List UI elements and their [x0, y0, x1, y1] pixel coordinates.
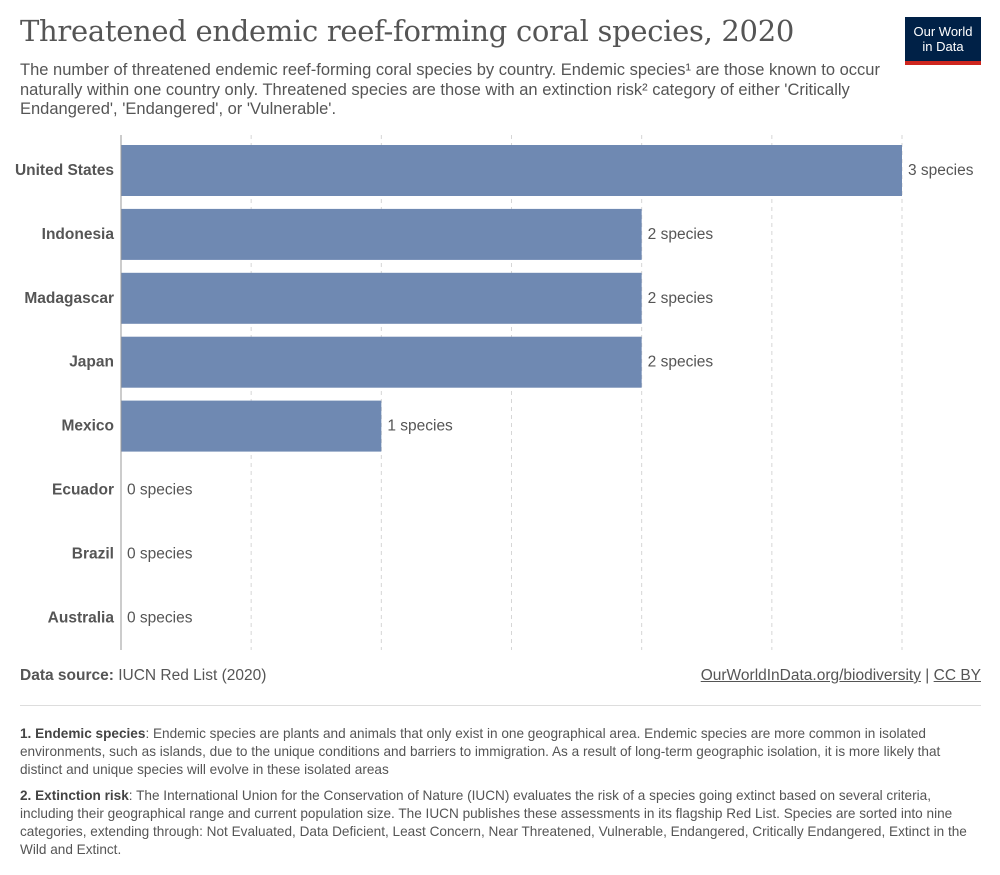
footnote-text: : The International Union for the Conser…	[20, 788, 967, 857]
value-label: 3 species	[908, 162, 974, 179]
owid-logo[interactable]: Our World in Data	[905, 17, 981, 65]
bar[interactable]	[121, 400, 382, 452]
chart-title: Threatened endemic reef-forming coral sp…	[20, 14, 795, 48]
bars	[121, 145, 902, 452]
bar[interactable]	[121, 208, 642, 260]
value-label: 0 species	[127, 609, 193, 626]
value-label: 0 species	[127, 482, 193, 499]
gridlines	[250, 135, 903, 650]
footnote-heading: 2. Extinction risk	[20, 788, 129, 803]
source-label: Data source:	[20, 667, 114, 684]
value-label: 0 species	[127, 545, 193, 562]
value-label: 2 species	[648, 226, 714, 243]
link-separator: |	[925, 667, 930, 684]
value-label: 1 species	[387, 418, 453, 435]
value-labels: 3 species 2 species 2 species 2 species 1 sp…	[127, 162, 974, 626]
category-label: Mexico	[61, 418, 114, 435]
category-label: United States	[15, 162, 114, 179]
footnote-endemic-species: 1. Endemic species: Endemic species are …	[20, 725, 975, 779]
logo-line-1: Our World	[913, 24, 973, 39]
license-link[interactable]: CC BY	[933, 667, 981, 684]
category-label: Indonesia	[42, 226, 115, 243]
footer-links: OurWorldInData.org/biodiversity | CC BY	[701, 667, 981, 685]
category-label: Madagascar	[24, 290, 114, 307]
category-label: Australia	[48, 609, 115, 626]
value-label: 2 species	[648, 290, 714, 307]
category-label: Brazil	[72, 545, 114, 562]
bar[interactable]	[121, 272, 642, 324]
footnote-text: : Endemic species are plants and animals…	[20, 726, 941, 777]
chart-subtitle: The number of threatened endemic reef-fo…	[20, 61, 880, 118]
source-text: IUCN Red List (2020)	[118, 667, 267, 684]
footnote-heading: 1. Endemic species	[20, 726, 146, 741]
biodiversity-link[interactable]: OurWorldInData.org/biodiversity	[700, 667, 921, 684]
category-labels: United States Indonesia Madagascar Japan Mex…	[15, 162, 114, 626]
category-label: Ecuador	[52, 482, 114, 499]
footnote-extinction-risk: 2. Extinction risk: The International Un…	[20, 787, 975, 859]
category-label: Japan	[69, 354, 114, 371]
data-source: Data source: IUCN Red List (2020)	[20, 667, 266, 685]
logo-line-2: in Data	[922, 39, 964, 54]
bar-chart: United States Indonesia Madagascar Japan Mex…	[15, 135, 974, 650]
value-label: 2 species	[648, 354, 714, 371]
bar[interactable]	[121, 145, 902, 196]
bar[interactable]	[121, 336, 642, 388]
footer-divider	[20, 705, 981, 706]
